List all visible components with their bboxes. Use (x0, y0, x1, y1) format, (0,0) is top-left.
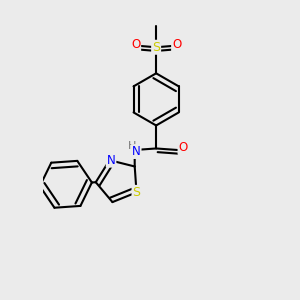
Text: O: O (178, 141, 188, 154)
Text: N: N (132, 145, 141, 158)
Text: N: N (107, 154, 116, 167)
Text: O: O (131, 38, 140, 51)
Text: H: H (128, 141, 136, 151)
Text: S: S (152, 41, 160, 54)
Text: S: S (133, 186, 140, 199)
Text: O: O (172, 38, 181, 51)
